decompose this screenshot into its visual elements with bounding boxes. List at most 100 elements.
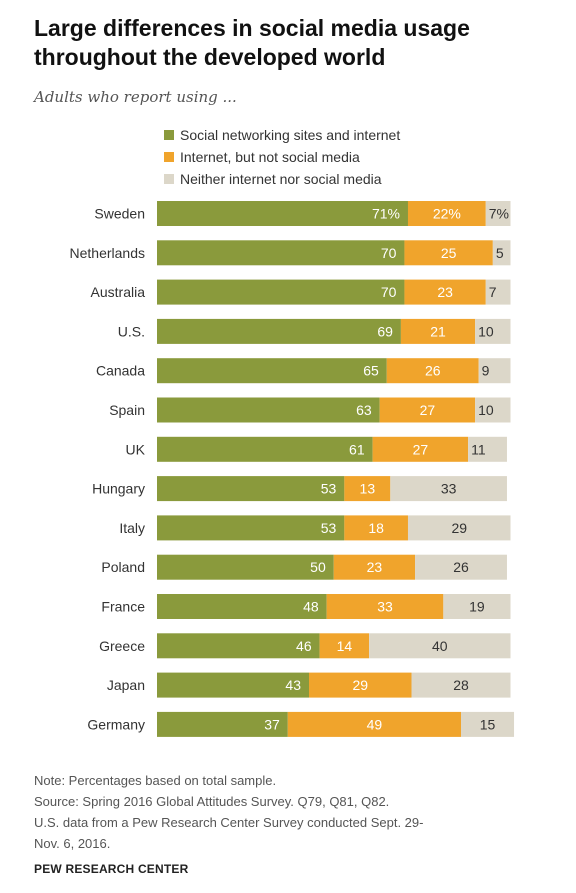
data-label-sweden-internet-only: 22% (433, 206, 461, 222)
stacked-bar-chart: Sweden 71% 22% 7% Netherlands 70 25 5 Australia 7… (70, 201, 515, 737)
data-label-germany-neither: 15 (480, 716, 496, 732)
legend-label-neither: Neither internet nor social media (180, 171, 382, 187)
data-label-poland-neither: 26 (453, 559, 469, 575)
bar-segment-u-s-social (157, 318, 401, 344)
data-label-canada-internet-only: 26 (425, 363, 441, 379)
chart-title-line-1: Large differences in social media usage (34, 15, 470, 41)
category-label-italy: Italy (119, 520, 145, 536)
bar-segment-greece-internet-only (319, 633, 370, 659)
data-label-germany-internet-only: 49 (367, 716, 383, 732)
bar-segment-greece-social (157, 633, 320, 659)
category-label-germany: Germany (87, 716, 145, 732)
bar-segment-france-neither (443, 594, 511, 619)
data-label-france-neither: 19 (469, 599, 485, 615)
bar-segment-uk-neither (468, 436, 507, 462)
data-label-u-s-internet-only: 21 (430, 323, 446, 339)
bar-segment-u-s-internet-only (400, 318, 476, 344)
data-label-hungary-social: 53 (321, 481, 337, 497)
footnote: Note: Percentages based on total sample.… (34, 770, 544, 854)
data-label-poland-social: 50 (310, 559, 326, 575)
data-label-greece-social: 46 (296, 638, 312, 654)
bar-segment-spain-internet-only (379, 397, 476, 423)
data-label-canada-social: 65 (363, 363, 379, 379)
bar-segment-uk-social (157, 436, 373, 462)
category-label-canada: Canada (96, 363, 145, 379)
bar-segment-sweden-internet-only (407, 201, 486, 226)
bar-segment-netherlands-social (157, 240, 405, 266)
bar-segment-spain-neither (475, 397, 511, 423)
data-label-australia-internet-only: 23 (437, 284, 453, 300)
category-label-uk: UK (126, 441, 146, 457)
legend-swatch-neither (164, 174, 174, 184)
legend-item-neither: Neither internet nor social media (164, 168, 400, 190)
data-label-u-s-neither: 10 (478, 323, 494, 339)
legend-label-internet-only: Internet, but not social media (180, 149, 360, 165)
bar-segment-france-internet-only (326, 594, 444, 619)
legend-item-social: Social networking sites and internet (164, 124, 400, 146)
bar-segment-sweden-neither (485, 201, 511, 226)
category-label-poland: Poland (101, 559, 145, 575)
category-label-greece: Greece (99, 638, 145, 654)
bar-segment-netherlands-neither (492, 240, 511, 266)
data-label-greece-internet-only: 14 (337, 638, 353, 654)
category-label-hungary: Hungary (92, 481, 145, 497)
chart-title-line-2: throughout the developed world (34, 44, 386, 70)
category-label-sweden: Sweden (94, 206, 145, 222)
data-label-italy-neither: 29 (451, 520, 467, 536)
bar-segment-italy-internet-only (344, 515, 408, 541)
bar-segment-netherlands-internet-only (404, 240, 493, 266)
data-label-australia-neither: 7 (489, 284, 497, 300)
footnote-line: Note: Percentages based on total sample. (34, 773, 277, 788)
data-label-sweden-neither: 7% (489, 206, 509, 222)
footnote-line: Source: Spring 2016 Global Attitudes Sur… (34, 794, 390, 809)
data-label-germany-social: 37 (264, 716, 280, 732)
bar-segment-australia-social (157, 279, 405, 305)
bar-segment-japan-neither (411, 672, 511, 698)
bar-segment-poland-neither (415, 554, 507, 580)
data-label-spain-social: 63 (356, 402, 372, 418)
data-label-france-internet-only: 33 (377, 599, 393, 615)
bar-segment-poland-social (157, 554, 334, 580)
data-label-poland-internet-only: 23 (367, 559, 383, 575)
chart-title: Large differences in social media usage … (34, 14, 564, 72)
data-label-uk-neither: 11 (471, 441, 486, 457)
bar-segment-australia-internet-only (404, 279, 486, 305)
bar-segment-hungary-social (157, 476, 345, 502)
data-label-canada-neither: 9 (482, 363, 490, 379)
data-label-spain-neither: 10 (478, 402, 494, 418)
bar-segment-hungary-internet-only (344, 476, 391, 502)
data-label-greece-neither: 40 (432, 638, 448, 654)
data-label-sweden-social: 71% (372, 206, 400, 222)
bar-segment-canada-internet-only (386, 358, 479, 384)
legend: Social networking sites and internet Int… (164, 124, 400, 190)
bar-segment-italy-neither (407, 515, 511, 541)
bar-segment-sweden-social (157, 201, 408, 226)
data-label-uk-internet-only: 27 (413, 441, 429, 457)
category-label-u-s: U.S. (118, 323, 145, 339)
data-label-netherlands-social: 70 (381, 245, 397, 261)
category-label-australia: Australia (91, 284, 146, 300)
bar-segment-uk-internet-only (372, 436, 469, 462)
category-label-japan: Japan (107, 677, 145, 693)
bar-segment-spain-social (157, 397, 380, 423)
bar-segment-france-social (157, 594, 327, 619)
legend-swatch-internet-only (164, 152, 174, 162)
bar-segment-germany-neither (461, 711, 515, 737)
data-label-u-s-social: 69 (377, 323, 393, 339)
category-label-france: France (101, 599, 145, 615)
bar-segment-italy-social (157, 515, 345, 541)
data-label-uk-social: 61 (349, 441, 365, 457)
bar-segment-germany-social (157, 711, 288, 737)
data-label-italy-social: 53 (321, 520, 337, 536)
data-label-hungary-internet-only: 13 (360, 481, 376, 497)
legend-label-social: Social networking sites and internet (180, 127, 401, 143)
brand-label: PEW RESEARCH CENTER (34, 862, 189, 876)
data-label-japan-internet-only: 29 (352, 677, 368, 693)
bar-segment-u-s-neither (475, 318, 511, 344)
data-label-spain-internet-only: 27 (420, 402, 436, 418)
data-label-hungary-neither: 33 (441, 481, 457, 497)
bar-segment-japan-social (157, 672, 310, 698)
category-label-netherlands: Netherlands (70, 245, 146, 261)
bar-segment-hungary-neither (390, 476, 507, 502)
data-label-italy-internet-only: 18 (368, 520, 384, 536)
